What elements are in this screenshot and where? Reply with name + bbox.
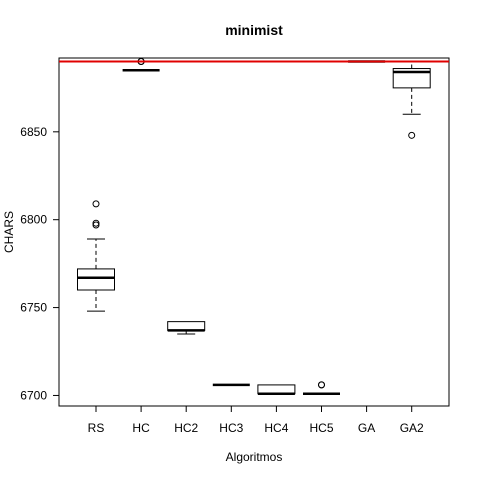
y-tick-label: 6800 — [20, 213, 47, 227]
x-tick-label: HC4 — [264, 421, 288, 435]
outlier-point — [408, 131, 416, 139]
box-iqr — [77, 268, 115, 291]
box-iqr — [167, 321, 206, 331]
x-tick-label: HC — [132, 421, 150, 435]
x-tick-label: HC3 — [219, 421, 243, 435]
outlier-point — [318, 381, 325, 389]
x-tick-label: GA2 — [400, 421, 424, 435]
plot-frame — [58, 57, 450, 407]
outlier-point — [92, 200, 100, 208]
y-tick-label: 6850 — [20, 125, 47, 139]
x-tick-label: HC5 — [309, 421, 333, 435]
x-axis-label: Algoritmos — [226, 450, 283, 464]
y-tick-label: 6750 — [20, 301, 47, 315]
x-tick-label: HC2 — [174, 421, 198, 435]
y-tick-label: 6700 — [20, 388, 47, 402]
box-iqr — [392, 68, 431, 89]
plot-area: 6700 6750 6800 6850 RS HC HC2 HC3 HC4 HC5 GA GA2 — [20, 57, 450, 435]
box-iqr — [257, 384, 296, 395]
x-tick-label: GA — [358, 421, 375, 435]
y-axis-label: CHARS — [2, 211, 16, 253]
chart-title: minimist — [225, 22, 283, 38]
outlier-point — [92, 219, 100, 227]
x-tick-label: RS — [88, 421, 105, 435]
